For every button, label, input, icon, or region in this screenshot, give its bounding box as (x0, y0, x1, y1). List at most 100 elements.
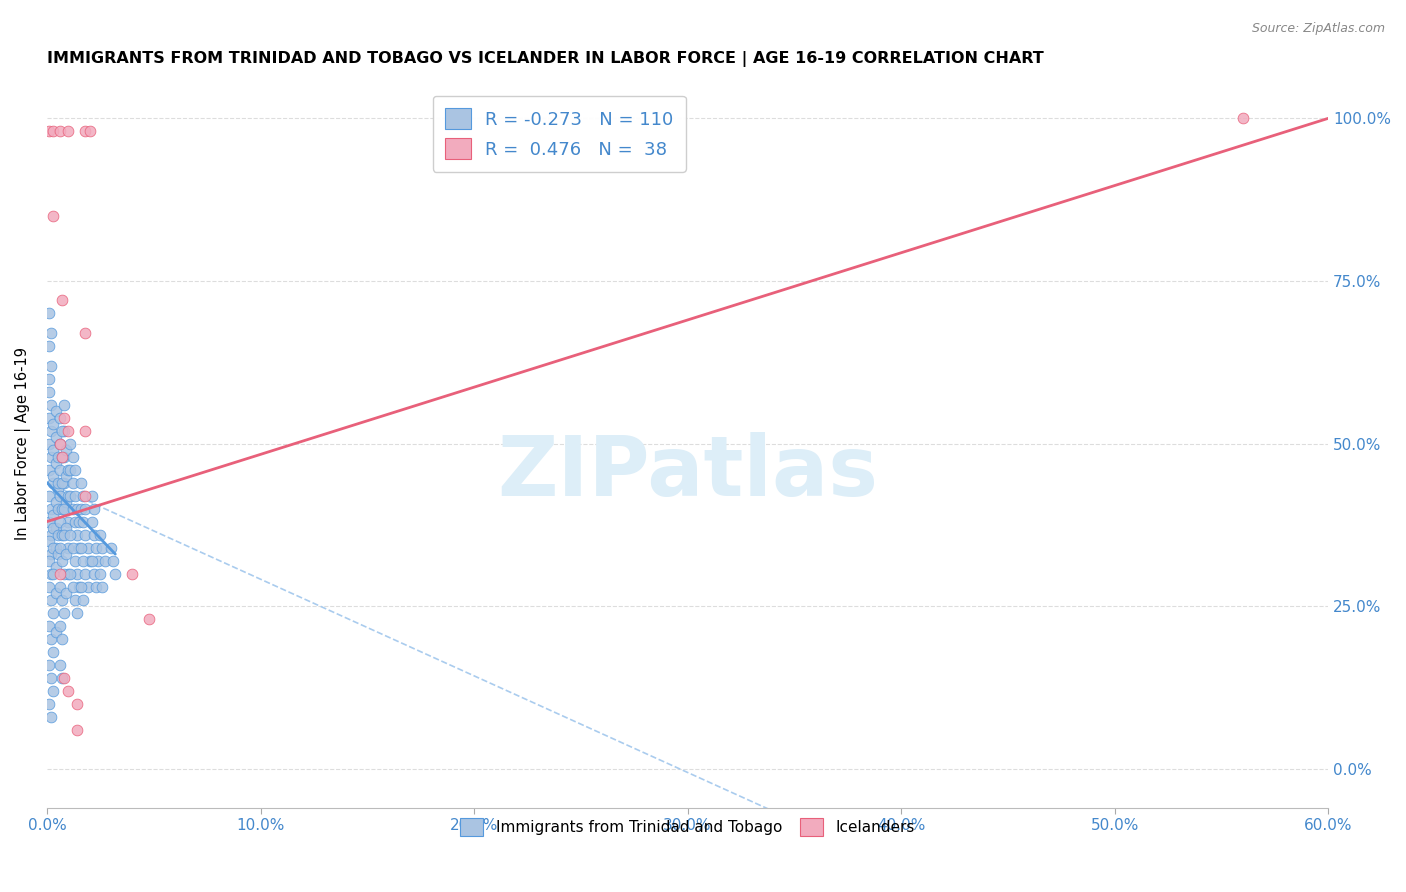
Point (63, 553, 86, 567)
Point (70, 580, 93, 594)
Point (38, 618, 60, 632)
Point (55, 443, 77, 458)
Point (38, 580, 60, 594)
Point (38, 515, 60, 529)
Point (53, 450, 76, 464)
Point (39, 671, 62, 685)
Legend: Immigrants from Trinidad and Tobago, Icelanders: Immigrants from Trinidad and Tobago, Ice… (453, 810, 922, 844)
Point (38, 436, 60, 450)
Point (42, 508, 65, 522)
Point (66, 501, 89, 516)
Point (44, 404, 66, 418)
Point (53, 527, 76, 541)
Point (62, 580, 84, 594)
Point (51, 553, 73, 567)
Point (93, 553, 115, 567)
Point (91, 541, 114, 555)
Point (63, 489, 86, 503)
Text: IMMIGRANTS FROM TRINIDAD AND TOBAGO VS ICELANDER IN LABOR FORCE | AGE 16-19 CORR: IMMIGRANTS FROM TRINIDAD AND TOBAGO VS I… (46, 51, 1043, 67)
Point (55, 469, 77, 483)
Point (70, 475, 93, 490)
Point (87, 553, 110, 567)
Point (39, 592, 62, 607)
Point (38, 410, 60, 425)
Point (51, 450, 73, 464)
Point (80, 553, 103, 567)
Point (75, 124, 97, 138)
Point (49, 436, 72, 450)
Point (38, 339, 60, 353)
Point (55, 495, 77, 509)
Point (46, 450, 69, 464)
Point (55, 521, 77, 535)
Point (39, 566, 62, 581)
Point (59, 462, 82, 476)
Point (42, 645, 65, 659)
Point (51, 450, 73, 464)
Point (49, 566, 72, 581)
Point (62, 541, 84, 555)
Point (70, 541, 93, 555)
Point (66, 566, 89, 581)
Point (63, 462, 86, 476)
Point (62, 475, 84, 490)
Text: ZIPatlas: ZIPatlas (498, 433, 879, 513)
Point (58, 462, 80, 476)
Point (42, 541, 65, 555)
Point (75, 501, 97, 516)
Point (44, 586, 66, 600)
Point (89, 527, 111, 541)
Point (49, 657, 72, 672)
Text: Source: ZipAtlas.com: Source: ZipAtlas.com (1251, 22, 1385, 36)
Point (42, 469, 65, 483)
Point (53, 606, 76, 620)
Point (44, 625, 66, 640)
Point (39, 501, 62, 516)
Point (39, 359, 62, 373)
Point (42, 475, 65, 490)
Point (72, 553, 94, 567)
Point (51, 592, 73, 607)
Point (44, 495, 66, 509)
Point (58, 541, 80, 555)
Point (83, 501, 105, 516)
Point (39, 527, 62, 541)
Point (83, 566, 105, 581)
Point (55, 547, 77, 561)
Point (67, 515, 90, 529)
Point (63, 592, 86, 607)
Point (51, 475, 73, 490)
Point (66, 606, 89, 620)
Point (51, 501, 73, 516)
Point (39, 424, 62, 438)
Point (51, 527, 73, 541)
Point (75, 566, 97, 581)
Point (79, 124, 101, 138)
Point (42, 443, 65, 458)
Point (58, 124, 80, 138)
Point (46, 482, 69, 496)
Point (100, 541, 122, 555)
Point (42, 606, 65, 620)
Point (44, 430, 66, 444)
Point (46, 501, 69, 516)
Point (38, 384, 60, 399)
Point (44, 521, 66, 535)
Point (53, 475, 76, 490)
Point (62, 501, 84, 516)
Point (101, 553, 124, 567)
Point (53, 671, 76, 685)
Point (42, 124, 65, 138)
Point (38, 553, 60, 567)
Point (53, 424, 76, 438)
Point (59, 489, 82, 503)
Point (66, 697, 89, 711)
Point (55, 586, 77, 600)
Point (66, 527, 89, 541)
Point (59, 436, 82, 450)
Point (59, 566, 82, 581)
Point (42, 683, 65, 698)
Point (38, 306, 60, 320)
Point (44, 456, 66, 470)
Point (49, 541, 72, 555)
